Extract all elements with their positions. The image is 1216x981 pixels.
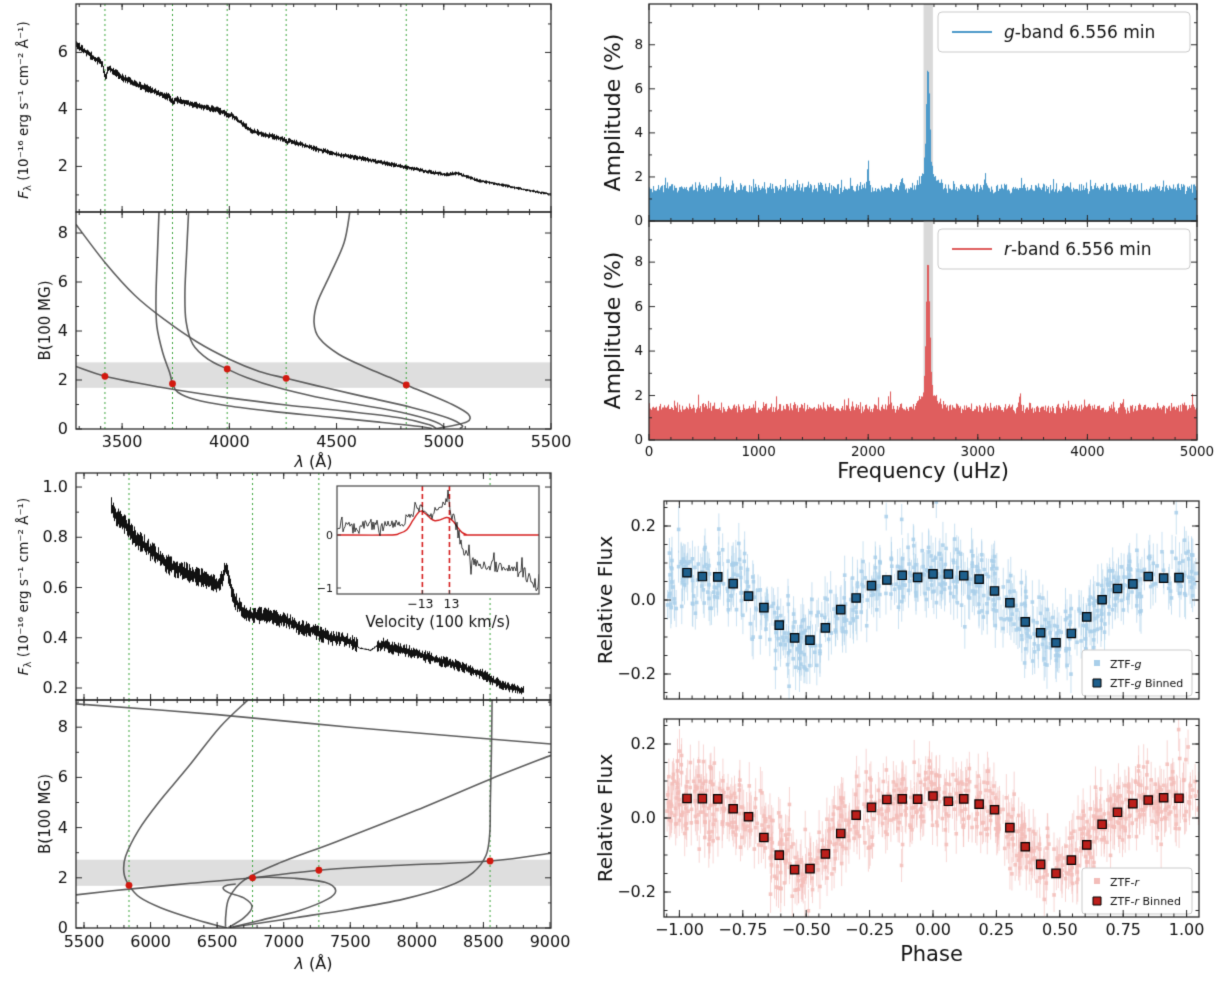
- four-panel-astronomy-figure: [0, 0, 1216, 981]
- multi-panel-chart-canvas: [0, 0, 1216, 981]
